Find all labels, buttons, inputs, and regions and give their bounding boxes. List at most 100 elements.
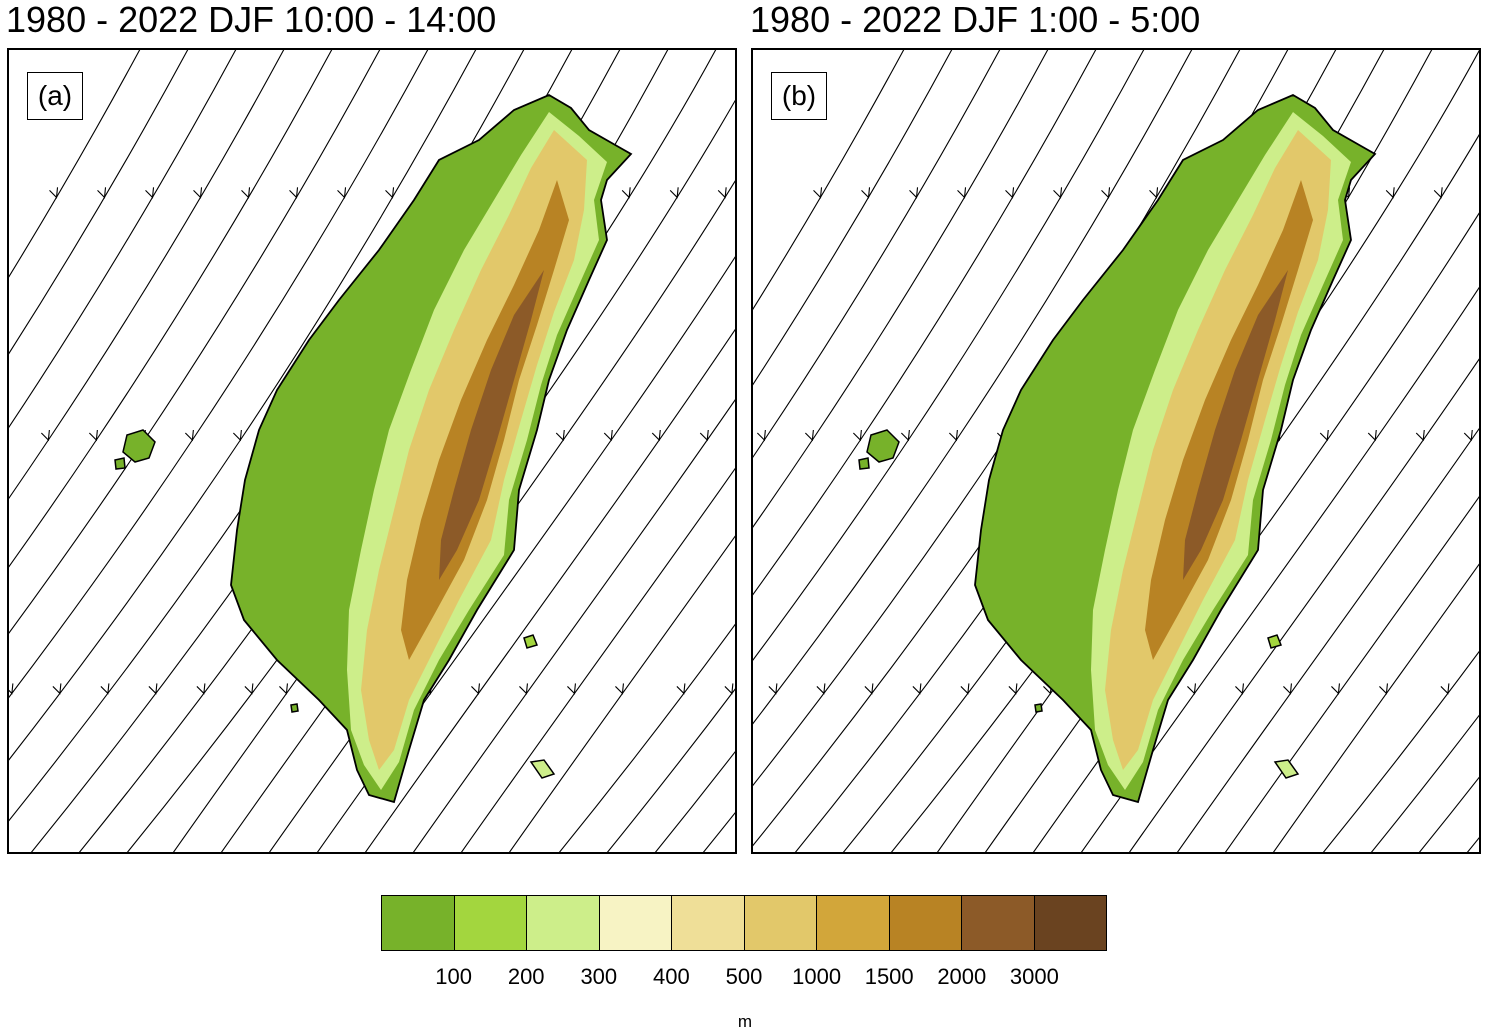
streamline-arrow: [1463, 429, 1473, 442]
streamline-arrow: [1331, 683, 1340, 695]
peak-zone-b: [1183, 270, 1288, 580]
streamline-arrow: [804, 429, 814, 442]
streamline-arrow: [1433, 187, 1443, 199]
streamline-arrow: [912, 683, 922, 695]
streamline: [558, 623, 735, 852]
streamline-arrow: [852, 429, 862, 442]
streamline-arrow: [471, 683, 480, 695]
streamline: [1370, 714, 1479, 852]
map-panel-a: (a): [7, 48, 737, 854]
streamline-arrow: [241, 187, 251, 199]
penghu-islands-a: [114, 429, 156, 470]
streamline-arrow: [184, 429, 194, 442]
streamline-arrow: [621, 187, 631, 199]
streamline-arrow: [909, 187, 919, 199]
streamline-arrow: [603, 429, 613, 442]
streamline: [460, 467, 735, 852]
streamline-arrow: [676, 683, 686, 695]
panel-b-title: 1980 - 2022 DJF 1:00 - 5:00: [750, 0, 1201, 40]
green-island-a: [523, 634, 539, 649]
streamline-arrow: [40, 429, 50, 442]
streamline-arrow: [717, 187, 727, 199]
streamline-arrow: [148, 683, 158, 695]
streamline-arrow: [52, 683, 62, 695]
taiwan-terrain-b: [858, 93, 1377, 804]
colorbar-tick-label: 1000: [792, 964, 842, 989]
colorbar-tick-label: 200: [507, 964, 545, 989]
colorbar-tick-label: 100: [435, 964, 472, 989]
streamline: [753, 50, 905, 310]
panel-b-label: (b): [771, 72, 827, 120]
colorbar-box: [599, 896, 672, 950]
streamline-arrow: [279, 683, 288, 695]
streamline-arrow: [864, 683, 874, 695]
streamline-arrow: [1053, 187, 1063, 199]
penghu-islands-b: [858, 429, 900, 470]
colorbar-tick-label: 400: [653, 964, 690, 989]
streamline-arrow: [948, 429, 958, 442]
streamline-arrow: [9, 683, 14, 695]
streamline-arrow: [1319, 429, 1329, 442]
streamline-arrow: [669, 187, 679, 199]
streamline: [753, 50, 953, 386]
streamline-arrow: [1367, 429, 1377, 442]
streamline-arrow: [289, 187, 299, 199]
streamline-arrow: [1008, 683, 1018, 695]
green-island-b: [1267, 634, 1283, 649]
orchid-island-a: [529, 759, 556, 779]
colorbar-box: [1034, 896, 1106, 950]
streamline-arrow: [1005, 187, 1015, 199]
taiwan-terrain-a: [114, 93, 633, 804]
colorbar-tick-label: 1500: [864, 964, 914, 989]
map-b-canvas: [753, 50, 1479, 852]
colorbar-box: [744, 896, 817, 950]
streamline-arrow: [1187, 683, 1196, 695]
streamline-arrow: [88, 429, 98, 442]
streamline-arrow: [97, 187, 107, 199]
panel-a-title: 1980 - 2022 DJF 10:00 - 14:00: [6, 0, 497, 40]
streamline-arrow: [1385, 187, 1395, 199]
streamline-arrow: [555, 429, 565, 442]
streamline-arrow: [193, 187, 203, 199]
streamline: [1322, 650, 1479, 852]
streamline: [606, 688, 735, 852]
colorbar-box: [817, 896, 890, 950]
colorbar-box: [454, 896, 527, 950]
streamline-arrow: [816, 683, 826, 695]
streamline-arrow: [861, 187, 871, 199]
streamline: [1418, 776, 1479, 852]
peak-zone-a: [439, 270, 544, 580]
streamline-arrow: [651, 429, 661, 442]
streamline: [9, 50, 237, 429]
streamline-arrow: [1415, 429, 1425, 442]
colorbar-box: [382, 896, 455, 950]
streamline-arrow: [145, 187, 155, 199]
streamline-arrow: [768, 683, 778, 695]
elevation-colorbar: [381, 895, 1107, 951]
streamline-arrow: [385, 187, 395, 199]
streamline: [508, 535, 735, 852]
streamline-arrow: [567, 683, 576, 695]
orchid-island-b: [1273, 759, 1300, 779]
streamline-arrow: [100, 683, 110, 695]
streamline-arrow: [1283, 683, 1292, 695]
streamline-arrow: [49, 187, 59, 199]
streamline-arrow: [615, 683, 624, 695]
colorbar-box: [672, 896, 745, 950]
colorbar-tick-label: 3000: [1009, 964, 1059, 989]
streamline: [1272, 563, 1479, 852]
colorbar-tick-label: 500: [725, 964, 763, 989]
colorbar-tick-label: 300: [580, 964, 618, 989]
streamline: [9, 50, 141, 278]
map-panel-b: (b): [751, 48, 1481, 854]
streamline-arrow: [519, 683, 528, 695]
streamline: [654, 751, 735, 852]
streamline-arrow: [900, 429, 910, 442]
streamline-arrow: [1440, 683, 1450, 695]
colorbar-box: [962, 896, 1035, 950]
map-a-canvas: [9, 50, 735, 852]
streamline-arrow: [1379, 683, 1388, 695]
streamline-arrow: [756, 429, 766, 442]
colorbar-box: [527, 896, 600, 950]
streamline-arrow: [1235, 683, 1244, 695]
